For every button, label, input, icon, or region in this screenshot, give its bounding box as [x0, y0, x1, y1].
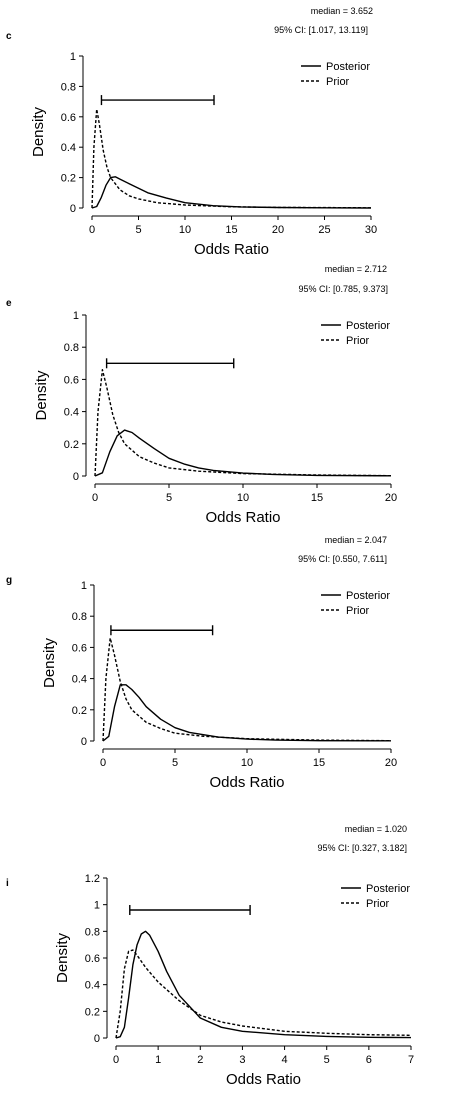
- y-tick-label: 0.2: [85, 1006, 100, 1018]
- y-tick-label: 0.6: [64, 374, 79, 386]
- x-tick-label: 15: [313, 757, 325, 769]
- x-tick-label: 3: [239, 1054, 245, 1066]
- y-tick-label: 0.2: [64, 439, 79, 451]
- panel-c-ci: 95% CI: [1.017, 13.119]: [274, 25, 368, 35]
- legend-label-prior: Prior: [366, 898, 390, 910]
- series-line-posterior: [91, 176, 372, 209]
- x-axis-label: Odds Ratio: [209, 774, 284, 791]
- panel-e-ci: 95% CI: [0.785, 9.373]: [298, 284, 388, 294]
- x-tick-label: 20: [272, 224, 284, 236]
- y-tick-label: 0.6: [72, 642, 87, 654]
- x-tick-label: 1: [155, 1054, 161, 1066]
- y-axis-label: Density: [30, 106, 47, 157]
- x-tick-label: 0: [89, 224, 95, 236]
- series-line-prior: [115, 949, 412, 1039]
- legend-label-posterior: Posterior: [346, 590, 390, 602]
- x-tick-label: 2: [197, 1054, 203, 1066]
- x-tick-label: 30: [365, 224, 377, 236]
- y-tick-label: 0.8: [85, 926, 100, 938]
- y-tick-label: 0.6: [61, 112, 76, 124]
- y-tick-label: 0.6: [85, 953, 100, 965]
- x-tick-label: 5: [324, 1054, 330, 1066]
- x-tick-label: 20: [385, 757, 397, 769]
- panel-i-median: median = 1.020: [344, 824, 407, 834]
- panel-c-median: median = 3.652: [310, 6, 373, 16]
- y-tick-label: 0.2: [72, 705, 87, 717]
- y-tick-label: 0: [94, 1033, 100, 1045]
- series-line-posterior: [94, 429, 392, 477]
- x-axis-label: Odds Ratio: [194, 241, 269, 258]
- x-tick-label: 0: [92, 492, 98, 504]
- x-tick-label: 15: [311, 492, 323, 504]
- x-tick-label: 5: [172, 757, 178, 769]
- y-tick-label: 0.4: [72, 674, 87, 686]
- y-tick-label: 0: [73, 471, 79, 483]
- y-tick-label: 0.4: [85, 980, 100, 992]
- panel-g-label: g: [6, 575, 13, 586]
- legend-label-prior: Prior: [326, 76, 350, 88]
- x-tick-label: 20: [385, 492, 397, 504]
- y-tick-label: 0.8: [72, 611, 87, 623]
- y-tick-label: 1: [94, 900, 100, 912]
- panel-i-label: i: [6, 878, 9, 889]
- y-tick-label: 1: [73, 310, 79, 322]
- x-tick-label: 4: [282, 1054, 288, 1066]
- chart-panel-i: 0 0.2 0.4 0.6 0.8 1 1.2 0 1 2 3 4 5 6 7 Odds Ratio Densi…: [54, 873, 414, 1088]
- x-tick-label: 15: [225, 224, 237, 236]
- y-tick-label: 0: [81, 736, 87, 748]
- y-tick-label: 0.4: [64, 407, 79, 419]
- y-axis-label: Density: [41, 637, 58, 688]
- legend-label-prior: Prior: [346, 605, 370, 617]
- y-tick-label: 0.8: [61, 81, 76, 93]
- x-tick-label: 25: [318, 224, 330, 236]
- x-tick-label: 7: [408, 1054, 414, 1066]
- x-tick-label: 10: [179, 224, 191, 236]
- series-line-prior: [102, 637, 392, 742]
- y-axis-label: Density: [54, 932, 71, 983]
- series-line-posterior: [115, 930, 412, 1039]
- y-tick-label: 1.2: [85, 873, 100, 885]
- panel-i-ci: 95% CI: [0.327, 3.182]: [317, 843, 407, 853]
- y-tick-label: 0.8: [64, 342, 79, 354]
- x-tick-label: 10: [241, 757, 253, 769]
- y-axis-label: Density: [33, 370, 50, 421]
- series-line-prior: [91, 108, 372, 209]
- legend-label-posterior: Posterior: [346, 320, 390, 332]
- panel-e-label: e: [6, 298, 12, 309]
- legend-label-posterior: Posterior: [326, 61, 370, 73]
- panel-c-label: c: [6, 31, 12, 42]
- legend-label-prior: Prior: [346, 335, 370, 347]
- x-tick-label: 5: [166, 492, 172, 504]
- panel-g-ci: 95% CI: [0.550, 7.611]: [298, 554, 387, 564]
- x-tick-label: 0: [113, 1054, 119, 1066]
- x-tick-label: 6: [366, 1054, 372, 1066]
- series-line-prior: [94, 368, 392, 477]
- legend-label-posterior: Posterior: [366, 883, 410, 895]
- x-tick-label: 5: [135, 224, 141, 236]
- series-line-posterior: [102, 684, 392, 742]
- x-axis-label: Odds Ratio: [205, 509, 280, 526]
- x-axis-label: Odds Ratio: [226, 1071, 301, 1088]
- y-tick-label: 0.2: [61, 173, 76, 185]
- y-tick-label: 1: [81, 580, 87, 592]
- x-tick-label: 0: [100, 757, 106, 769]
- x-tick-label: 10: [237, 492, 249, 504]
- panel-e-median: median = 2.712: [324, 264, 387, 274]
- y-tick-label: 0.4: [61, 142, 76, 154]
- y-tick-label: 0: [70, 203, 76, 215]
- y-tick-label: 1: [70, 51, 76, 63]
- panel-g-median: median = 2.047: [324, 535, 387, 545]
